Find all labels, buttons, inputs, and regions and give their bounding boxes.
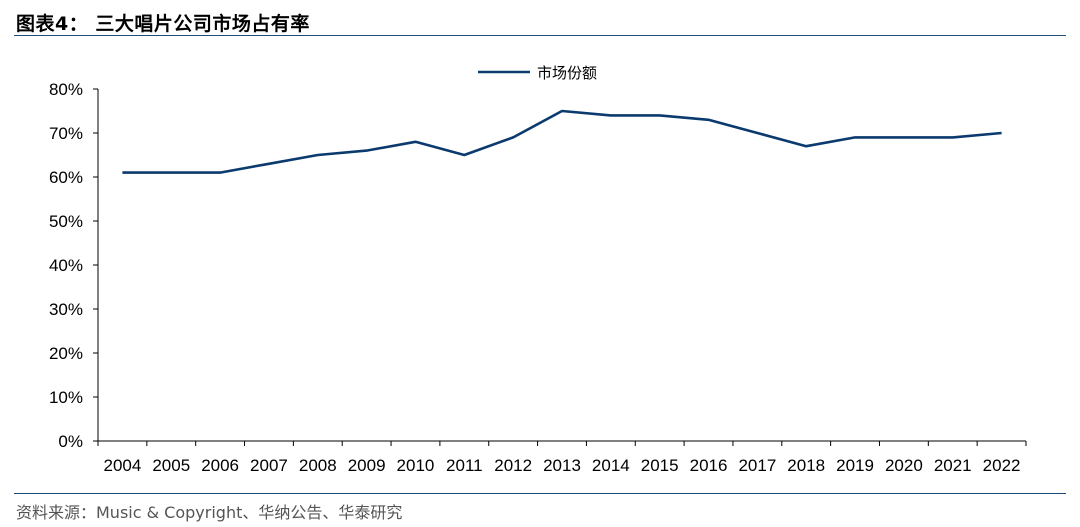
y-axis-ticks: 0% 10% 20% 30% 40% 50% 60% 70% 80%	[49, 80, 98, 451]
x-tick-label: 2021	[934, 456, 972, 475]
axes	[97, 89, 1026, 442]
x-tick-label: 2022	[983, 456, 1021, 475]
series-line	[122, 109, 1002, 174]
source-rule	[14, 493, 1066, 494]
y-tick-label: 80%	[49, 80, 83, 99]
x-tick-label: 2017	[738, 456, 776, 475]
x-tick-label: 2008	[299, 456, 337, 475]
x-tick-label: 2012	[494, 456, 532, 475]
x-tick-label: 2009	[348, 456, 386, 475]
x-tick-label: 2019	[836, 456, 874, 475]
legend: 市场份额	[478, 64, 597, 82]
title-rule	[14, 35, 1066, 36]
x-tick-label: 2004	[104, 456, 142, 475]
x-tick-label: 2007	[250, 456, 288, 475]
x-axis-ticks: 2004 2005 2006 2007 2008 2009 2010 2011 2012 2013…	[97, 441, 1027, 475]
x-tick-label: 2018	[787, 456, 825, 475]
x-tick-label: 2010	[397, 456, 435, 475]
y-tick-label: 50%	[49, 212, 83, 231]
y-tick-label: 20%	[49, 344, 83, 363]
x-tick-label: 2016	[690, 456, 728, 475]
y-tick-label: 0%	[58, 432, 83, 451]
x-tick-label: 2013	[543, 456, 581, 475]
legend-label: 市场份额	[537, 64, 597, 82]
figure-title: 图表4： 三大唱片公司市场占有率	[16, 13, 310, 35]
x-tick-label: 2005	[152, 456, 190, 475]
y-tick-label: 30%	[49, 300, 83, 319]
source-note: 资料来源：Music & Copyright、华纳公告、华泰研究	[16, 503, 403, 522]
y-tick-label: 60%	[49, 168, 83, 187]
y-tick-label: 40%	[49, 256, 83, 275]
series-group	[122, 109, 1002, 174]
y-tick-label: 10%	[49, 388, 83, 407]
x-tick-label: 2015	[641, 456, 679, 475]
y-tick-label: 70%	[49, 124, 83, 143]
x-tick-label: 2014	[592, 456, 630, 475]
x-tick-label: 2006	[201, 456, 239, 475]
x-tick-label: 2020	[885, 456, 923, 475]
x-tick-label: 2011	[446, 456, 483, 475]
